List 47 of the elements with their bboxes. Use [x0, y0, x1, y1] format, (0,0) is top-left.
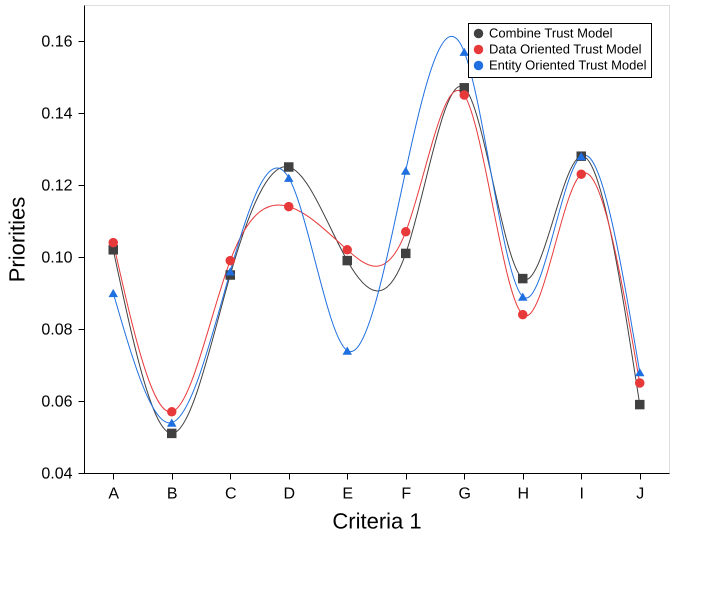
legend-label: Combine Trust Model — [489, 26, 613, 40]
y-tick-label: 0.12 — [41, 178, 73, 194]
point — [284, 162, 294, 172]
point — [167, 418, 176, 427]
point — [108, 288, 118, 298]
x-tick-label: C — [224, 486, 237, 502]
x-tick-label: A — [108, 486, 120, 502]
point — [576, 169, 586, 179]
point — [401, 227, 410, 237]
point — [401, 166, 410, 175]
point — [342, 346, 352, 355]
x-tick-label: B — [166, 486, 178, 502]
point — [167, 428, 176, 438]
legend-label: Data Oriented Trust Model — [489, 42, 642, 56]
x-tick-label: I — [580, 486, 584, 502]
y-tick-label: 0.16 — [41, 34, 73, 50]
point — [284, 174, 294, 182]
point — [401, 248, 410, 258]
point — [518, 274, 528, 284]
y-tick-label: 0.06 — [41, 394, 73, 410]
point — [108, 238, 118, 248]
point — [226, 267, 235, 276]
x-tick-label: G — [458, 486, 471, 502]
y-tick-label: 0.14 — [41, 106, 73, 122]
point — [226, 256, 235, 266]
point — [167, 407, 176, 417]
legend-label: Entity Oriented Trust Model — [489, 58, 647, 72]
point — [284, 202, 294, 212]
x-axis-title: Criteria 1 — [332, 508, 422, 534]
point — [342, 256, 352, 266]
y-tick-label: 0.10 — [41, 250, 73, 266]
y-tick-label: 0.08 — [41, 322, 73, 338]
y-axis-title: Priorities — [4, 196, 30, 282]
x-tick-label: D — [283, 486, 296, 502]
x-tick-label: H — [517, 486, 530, 502]
x-tick-label: J — [636, 486, 644, 502]
point — [635, 368, 644, 376]
point — [518, 310, 528, 320]
point — [635, 378, 644, 388]
point — [342, 245, 352, 255]
y-tick-label: 0.04 — [41, 466, 73, 482]
x-tick-label: F — [401, 486, 412, 502]
point — [635, 400, 644, 410]
x-tick-label: E — [342, 486, 354, 502]
point — [518, 292, 528, 301]
point — [460, 90, 469, 100]
point — [460, 48, 469, 56]
